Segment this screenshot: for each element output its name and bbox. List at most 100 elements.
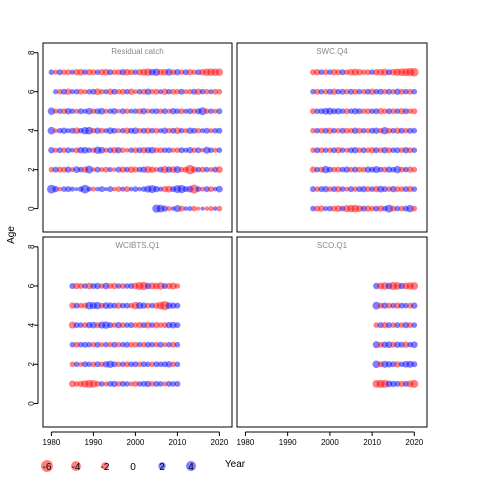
residual-bubble — [119, 108, 126, 115]
residual-bubble — [191, 108, 197, 114]
residual-bubble — [356, 205, 363, 212]
y-tick-label: 6 — [27, 283, 36, 288]
residual-bubble — [183, 108, 189, 114]
residual-bubble — [174, 147, 181, 153]
residual-bubble — [107, 167, 113, 173]
residual-bubble — [381, 302, 388, 309]
residual-bubble — [170, 381, 176, 387]
residual-bubble — [69, 89, 75, 95]
residual-bubble — [90, 321, 97, 329]
residual-bubble — [128, 322, 135, 329]
residual-bubble — [327, 147, 333, 153]
residual-bubble — [360, 88, 367, 95]
legend-label: 0 — [130, 462, 136, 473]
panel-title: WCIBTS.Q1 — [115, 241, 160, 250]
residual-bubble — [368, 147, 376, 154]
residual-bubble — [161, 205, 168, 212]
residual-bubble — [186, 108, 194, 115]
residual-bubble — [123, 127, 131, 134]
residual-bubble — [65, 128, 71, 134]
residual-bubble — [144, 321, 152, 329]
residual-bubble — [406, 166, 414, 173]
residual-bubble — [373, 88, 380, 95]
residual-bubble — [120, 361, 126, 368]
residual-bubble — [385, 322, 393, 329]
residual-bubble — [86, 147, 92, 153]
residual-bubble — [403, 88, 409, 95]
x-tick-label: 1990 — [279, 438, 297, 447]
residual-bubble — [65, 186, 72, 193]
residual-bubble — [216, 185, 223, 193]
residual-bubble — [335, 69, 342, 76]
residual-bubble — [331, 166, 337, 173]
residual-bubble — [310, 147, 316, 153]
residual-bubble — [148, 146, 156, 154]
residual-bubble — [200, 128, 206, 134]
residual-bubble — [115, 361, 122, 368]
residual-bubble — [174, 361, 181, 368]
residual-bubble — [74, 108, 80, 114]
residual-bubble — [73, 322, 80, 329]
residual-bubble — [70, 147, 75, 153]
residual-bubble — [411, 147, 418, 153]
residual-bubble — [385, 302, 393, 309]
residual-bubble — [86, 69, 93, 76]
residual-bubble — [335, 127, 342, 134]
residual-bubble — [85, 126, 94, 135]
residual-bubble — [165, 361, 173, 368]
residual-bubble — [136, 381, 143, 387]
residual-bubble — [56, 166, 63, 173]
residual-bubble — [166, 341, 172, 348]
residual-bubble — [330, 88, 338, 95]
residual-bubble — [115, 381, 122, 387]
residual-bubble — [128, 88, 135, 95]
residual-bubble — [398, 88, 405, 95]
residual-bubble — [48, 69, 55, 75]
residual-bubble — [107, 341, 113, 348]
residual-bubble — [140, 361, 147, 368]
residual-bubble — [199, 88, 206, 95]
residual-bubble — [390, 108, 397, 115]
residual-bubble — [115, 302, 122, 309]
residual-bubble — [136, 127, 143, 134]
residual-bubble — [398, 108, 405, 115]
residual-bubble — [394, 322, 401, 329]
residual-bubble — [128, 341, 134, 348]
residual-bubble — [173, 166, 181, 174]
legend-bubble — [41, 460, 53, 472]
residual-bubble — [406, 185, 414, 193]
residual-bubble — [169, 282, 177, 290]
residual-bubble — [53, 108, 59, 114]
residual-bubble — [381, 321, 388, 329]
residual-bubble — [115, 88, 122, 95]
residual-bubble — [124, 283, 130, 289]
residual-bubble — [149, 341, 155, 348]
residual-bubble — [86, 88, 92, 95]
residual-bubble — [377, 88, 384, 95]
residual-bubble — [153, 108, 160, 115]
residual-bubble — [411, 127, 418, 134]
residual-bubble — [335, 108, 342, 115]
residual-bubble — [81, 341, 89, 348]
residual-bubble — [47, 126, 56, 135]
residual-bubble — [410, 282, 419, 290]
residual-bubble — [123, 361, 131, 368]
legend-label: -6 — [43, 462, 52, 473]
residual-bubble — [149, 88, 155, 95]
residual-bubble — [323, 206, 329, 212]
residual-bubble — [385, 108, 393, 115]
residual-bubble — [314, 108, 321, 114]
residual-bubble — [174, 380, 181, 387]
residual-bubble — [90, 69, 97, 76]
residual-bubble — [382, 88, 388, 95]
residual-bubble — [318, 127, 325, 134]
residual-bubble — [99, 88, 105, 95]
panel-title: Residual catch — [111, 47, 163, 56]
residual-bubble — [410, 379, 419, 388]
residual-bubble — [132, 108, 139, 114]
residual-bubble — [170, 302, 177, 309]
residual-bubble — [157, 147, 164, 154]
residual-bubble — [73, 282, 80, 290]
residual-bubble — [394, 205, 401, 212]
